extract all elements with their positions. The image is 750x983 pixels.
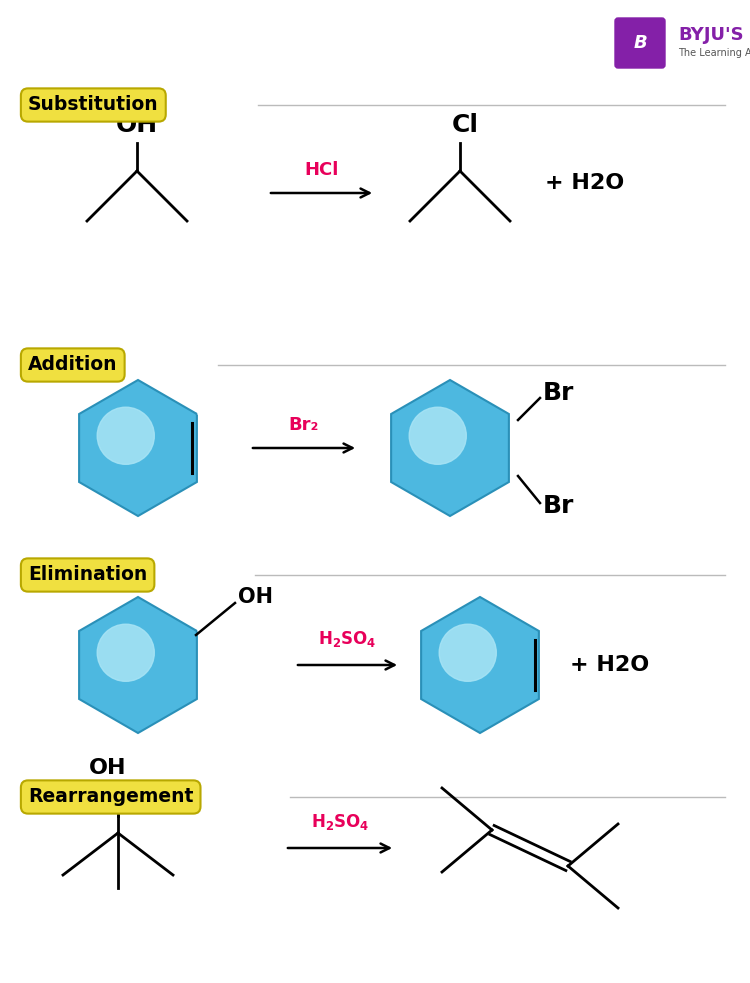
- FancyBboxPatch shape: [615, 18, 665, 68]
- Text: $\mathregular{H_2SO_4}$: $\mathregular{H_2SO_4}$: [318, 629, 376, 649]
- Polygon shape: [79, 380, 197, 516]
- Text: Cl: Cl: [452, 113, 478, 137]
- Text: Br: Br: [543, 494, 574, 518]
- Polygon shape: [421, 597, 539, 733]
- Text: Br: Br: [543, 381, 574, 405]
- Text: + H2O: + H2O: [545, 173, 624, 193]
- Text: Rearrangement: Rearrangement: [28, 787, 194, 806]
- Text: $\mathregular{H_2SO_4}$: $\mathregular{H_2SO_4}$: [310, 812, 369, 832]
- Text: OH: OH: [116, 113, 158, 137]
- Text: Substitution: Substitution: [28, 95, 159, 114]
- Circle shape: [410, 407, 466, 464]
- Circle shape: [98, 407, 154, 464]
- Polygon shape: [79, 597, 197, 733]
- Text: The Learning App: The Learning App: [678, 48, 750, 58]
- Text: + H2O: + H2O: [570, 655, 650, 675]
- Circle shape: [440, 624, 497, 681]
- Text: Br₂: Br₂: [289, 416, 320, 434]
- Text: OH: OH: [238, 587, 273, 607]
- Text: BYJU'S: BYJU'S: [678, 26, 743, 44]
- Text: Addition: Addition: [28, 356, 118, 375]
- Circle shape: [98, 624, 154, 681]
- Text: HCl: HCl: [304, 161, 339, 179]
- Text: Elimination: Elimination: [28, 565, 147, 585]
- Polygon shape: [391, 380, 509, 516]
- Text: B: B: [633, 34, 646, 52]
- Text: OH: OH: [89, 758, 127, 778]
